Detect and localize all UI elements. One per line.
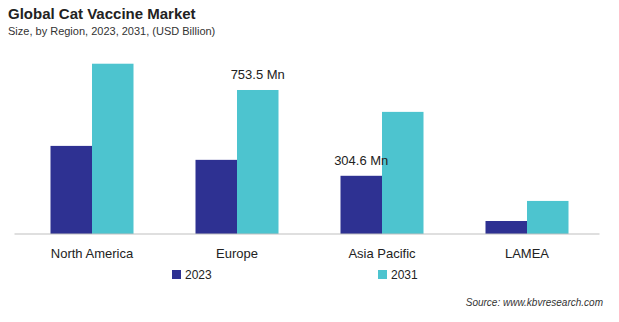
bar — [486, 221, 528, 234]
x-tick-label: LAMEA — [505, 246, 549, 261]
legend-label: 2023 — [185, 268, 212, 282]
bars — [51, 64, 569, 234]
legend-swatch — [378, 270, 387, 279]
legend-swatch — [172, 270, 181, 279]
data-label: 304.6 Mn — [334, 153, 388, 168]
x-tick-label: Asia Pacific — [348, 246, 416, 261]
x-tick-label: Europe — [216, 246, 258, 261]
bar — [51, 146, 93, 234]
chart: Global Cat Vaccine Market Size, by Region… — [0, 0, 619, 322]
source: Source: www.kbvresearch.com — [466, 297, 603, 308]
bar — [527, 201, 569, 234]
bar — [341, 176, 383, 234]
bar — [382, 112, 424, 234]
subtitle: Size, by Region, 2023, 2031, (USD Billio… — [8, 25, 215, 37]
bar — [196, 160, 238, 234]
x-axis-line — [15, 234, 600, 235]
bar — [237, 90, 279, 234]
legend-label: 2031 — [391, 268, 418, 282]
x-tick-label: North America — [51, 246, 134, 261]
bar — [92, 64, 134, 234]
data-label: 753.5 Mn — [231, 67, 285, 82]
title: Global Cat Vaccine Market — [8, 5, 196, 22]
